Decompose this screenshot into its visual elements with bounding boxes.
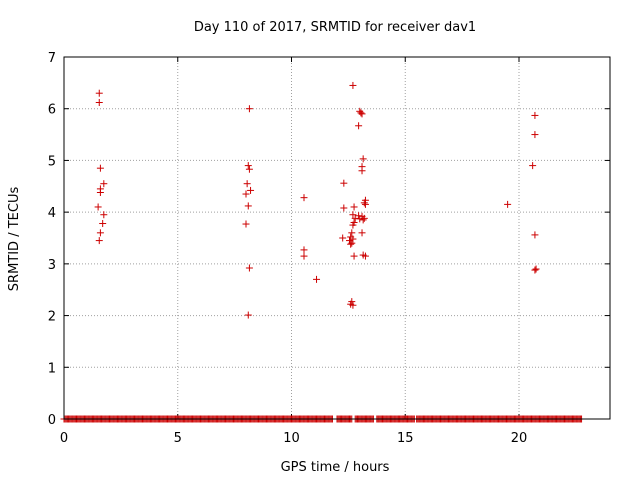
data-point (340, 204, 348, 212)
data-point (243, 180, 251, 188)
data-point (349, 211, 357, 219)
y-tick-label: 2 (48, 310, 56, 325)
data-point (300, 246, 308, 254)
data-point (529, 162, 537, 170)
grid-lines (64, 57, 610, 419)
data-point (99, 220, 107, 228)
data-point (94, 203, 102, 211)
data-point (95, 89, 103, 97)
data-point (360, 214, 368, 222)
y-tick-label: 5 (48, 154, 56, 169)
y-tick-label: 4 (48, 206, 56, 221)
data-point (96, 164, 104, 172)
y-tick-label: 7 (48, 51, 56, 66)
data-point (100, 180, 108, 188)
data-point (100, 211, 108, 219)
data-point (244, 311, 252, 319)
data-point (349, 235, 357, 243)
x-axis-label: GPS time / hours (281, 460, 390, 475)
x-tick-label: 0 (60, 431, 68, 446)
chart-title: Day 110 of 2017, SRMTID for receiver dav… (194, 20, 476, 35)
data-point (348, 239, 356, 247)
y-tick-label: 3 (48, 258, 56, 273)
data-point (339, 234, 347, 242)
axis-ticks: 0 1 2 3 4 5 6 7 0 5 10 15 20 (48, 51, 610, 446)
data-point (358, 167, 366, 175)
data-point (349, 301, 357, 309)
data-point (361, 252, 369, 260)
y-tick-label: 0 (48, 413, 56, 428)
data-points (94, 81, 540, 319)
data-point (504, 200, 512, 208)
data-point (355, 122, 363, 130)
data-point (242, 220, 250, 228)
data-point (531, 111, 539, 119)
data-point (96, 188, 104, 196)
data-point (348, 229, 356, 237)
data-point (531, 266, 539, 274)
data-point (245, 264, 253, 272)
x-tick-label: 15 (397, 431, 414, 446)
x-tick-label: 10 (283, 431, 300, 446)
data-point (359, 216, 367, 224)
data-point (359, 155, 367, 163)
data-point (531, 231, 539, 239)
data-point (245, 105, 253, 113)
data-point (340, 179, 348, 187)
data-point (95, 237, 103, 245)
data-point (361, 200, 369, 208)
data-point (247, 186, 255, 194)
data-point (358, 229, 366, 237)
data-point (531, 131, 539, 139)
x-tick-label: 20 (511, 431, 528, 446)
data-point (358, 110, 366, 118)
data-point (355, 212, 363, 220)
data-point (349, 81, 357, 89)
data-point (245, 165, 253, 173)
data-point (300, 252, 308, 260)
data-point (313, 275, 321, 283)
data-point (347, 240, 355, 248)
data-point (95, 99, 103, 107)
data-point (350, 252, 358, 260)
data-point (300, 194, 308, 202)
data-point (96, 229, 104, 237)
y-tick-label: 6 (48, 103, 56, 118)
data-point (349, 221, 357, 229)
plot-frame (63, 56, 611, 420)
data-point (360, 199, 368, 207)
data-point (244, 162, 252, 170)
data-point (242, 190, 250, 198)
data-point (350, 203, 358, 211)
data-point (532, 265, 540, 273)
data-point (356, 215, 364, 223)
data-point (357, 109, 365, 117)
data-point (244, 202, 252, 210)
y-axis-label: SRMTID / TECUs (7, 187, 22, 292)
y-tick-label: 1 (48, 361, 56, 376)
x-tick-label: 5 (174, 431, 182, 446)
